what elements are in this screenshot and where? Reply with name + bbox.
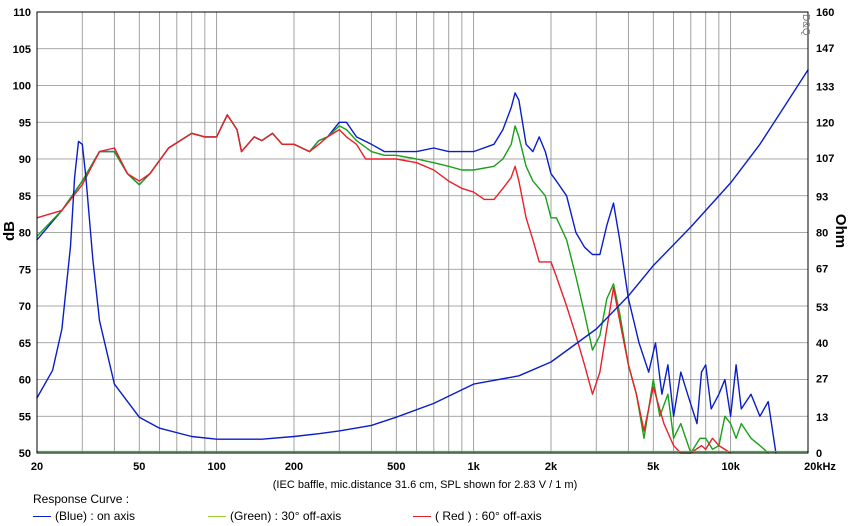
- curve-60-off-axis: [36, 114, 732, 454]
- x-tick-label: 100: [207, 461, 225, 473]
- y-right-tick-label: 13: [816, 412, 828, 424]
- x-tick-label: 1k: [468, 461, 481, 473]
- y-left-tick-label: 80: [19, 228, 31, 240]
- y-left-tick-label: 65: [19, 338, 31, 350]
- y-left-tick-label: 105: [13, 44, 31, 56]
- measurement-caption: (IEC baffle, mic.distance 31.6 cm, SPL s…: [272, 479, 578, 491]
- tick-labels: 20 50 100 200 500 1k 2k 5k 10k 20kHz5055606570758…: [13, 7, 837, 473]
- x-tick-label: 20: [31, 461, 43, 473]
- y-left-tick-label: 60: [19, 375, 31, 387]
- x-tick-label: 10k: [721, 461, 740, 473]
- y-right-tick-label: 107: [816, 153, 834, 165]
- y-right-tick-label: 53: [816, 302, 828, 314]
- y-left-tick-label: 95: [19, 117, 31, 129]
- plot-frame: [36, 11, 809, 454]
- legend-label-60-off-axis: ( Red ) : 60° off-axis: [435, 509, 542, 523]
- watermark-logo: D&Q: [800, 14, 811, 36]
- y-right-tick-label: 80: [816, 228, 828, 240]
- x-tick-label: 200: [285, 461, 303, 473]
- y-left-tick-label: 70: [19, 301, 31, 313]
- y-left-tick-label: 85: [19, 191, 31, 203]
- legend-swatch-red: [413, 516, 431, 518]
- legend-entry-on-axis: (Blue) : on axis: [33, 509, 135, 523]
- response-curves: [36, 69, 809, 454]
- legend-swatch-blue: [33, 516, 51, 518]
- grid-lines: [36, 11, 809, 454]
- curve-on-axis: [36, 92, 777, 454]
- x-tick-label: 5k: [647, 461, 660, 473]
- legend-title: Response Curve :: [33, 492, 130, 506]
- y-right-tick-label: 93: [816, 192, 828, 204]
- y-right-tick-label: 160: [816, 7, 834, 19]
- y-right-tick-label: 40: [816, 338, 828, 350]
- y-left-tick-label: 55: [19, 411, 31, 423]
- y-left-tick-label: 90: [19, 154, 31, 166]
- curve-impedance: [36, 69, 809, 440]
- x-tick-label: 50: [133, 461, 145, 473]
- legend-label-on-axis: (Blue) : on axis: [55, 509, 136, 523]
- x-tick-label: 2k: [545, 461, 558, 473]
- y-right-tick-label: 0: [816, 448, 822, 460]
- y-right-tick-label: 27: [816, 374, 828, 386]
- x-tick-label: 500: [387, 461, 405, 473]
- y-left-tick-label: 75: [19, 264, 31, 276]
- y-right-tick-label: 147: [816, 43, 834, 55]
- legend-label-30-off-axis: (Green) : 30° off-axis: [230, 509, 342, 523]
- y-left-tick-label: 100: [13, 81, 31, 93]
- legend-swatch-green: [208, 516, 226, 518]
- y-left-tick-label: 110: [13, 7, 31, 19]
- y-right-tick-label: 133: [816, 81, 834, 93]
- x-tick-label: 20kHz: [804, 461, 836, 473]
- legend-entry-60-off-axis: ( Red ) : 60° off-axis: [413, 509, 542, 523]
- legend-entry-30-off-axis: (Green) : 30° off-axis: [208, 509, 341, 523]
- y-left-tick-label: 50: [19, 448, 31, 460]
- curve-30-off-axis: [36, 114, 769, 454]
- left-axis-label: dB: [1, 221, 18, 241]
- right-axis-label: Ohm: [832, 214, 849, 248]
- y-right-tick-label: 120: [816, 117, 834, 129]
- y-right-tick-label: 67: [816, 263, 828, 275]
